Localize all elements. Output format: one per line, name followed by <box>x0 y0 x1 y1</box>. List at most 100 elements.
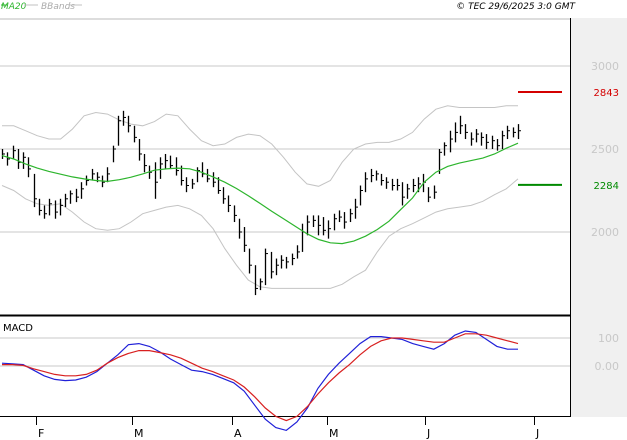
ohlc-bar <box>54 200 58 219</box>
ohlc-bar <box>496 139 500 151</box>
ohlc-bar <box>370 168 374 183</box>
ohlc-bar <box>175 157 179 176</box>
ohlc-bar <box>1 149 5 159</box>
ohlc-bar <box>91 168 95 181</box>
ohlc-bar <box>327 220 331 239</box>
ohlc-bar <box>80 182 84 199</box>
ohlc-bar <box>17 149 21 169</box>
ohlc-bar <box>43 205 47 219</box>
ohlc-bar <box>338 210 342 223</box>
ohlc-bar <box>375 170 379 181</box>
bbands-lower-line <box>1 178 519 289</box>
ohlc-bar <box>349 208 353 223</box>
ohlc-bar <box>312 215 316 228</box>
ohlc-bar <box>480 132 484 146</box>
ohlc-bar <box>306 215 310 236</box>
ohlc-bar <box>64 193 68 208</box>
macd-title: MACD <box>3 323 33 334</box>
ohlc-bar <box>443 142 447 156</box>
ohlc-bar <box>154 162 158 199</box>
ohlc-bar <box>201 162 205 178</box>
ohlc-bar <box>59 198 63 216</box>
ohlc-bar <box>259 278 263 291</box>
level-label: 2284 <box>594 181 619 192</box>
ohlc-bar <box>433 185 437 199</box>
ohlc-bar <box>243 227 247 252</box>
price-tick-label: 2500 <box>591 143 619 156</box>
ohlc-bar <box>454 122 458 143</box>
macd-tick-label: 100 <box>598 332 619 345</box>
level-label: 2843 <box>594 88 619 99</box>
month-label: A <box>234 427 242 440</box>
ohlc-bar <box>69 190 73 204</box>
price-tick-label: 2000 <box>591 226 619 239</box>
ohlc-bar <box>112 145 116 163</box>
ma20-line <box>1 142 519 245</box>
ohlc-bar <box>180 165 184 186</box>
ohlc-bar <box>385 177 389 189</box>
ohlc-bar <box>33 173 37 208</box>
ohlc-bar <box>106 167 110 183</box>
ohlc-bar <box>280 255 284 269</box>
ohlc-bar <box>401 182 405 206</box>
ohlc-bar <box>343 212 347 229</box>
ohlc-bar <box>75 188 79 203</box>
ohlc-bar <box>127 115 131 133</box>
ohlc-bar <box>248 248 252 274</box>
ohlc-bar <box>169 155 173 169</box>
legend: MA20 BBands <box>1 2 82 12</box>
ohlc-bar <box>333 213 337 231</box>
ohlc-bar <box>501 130 505 149</box>
ohlc-bar <box>254 265 258 296</box>
ohlc-bar <box>270 251 274 279</box>
ohlc-bar <box>238 218 242 239</box>
legend-bbands-label: BBands <box>41 2 75 12</box>
ohlc-bar <box>464 124 468 140</box>
ohlc-bar <box>48 198 52 216</box>
ohlc-bar <box>317 215 321 236</box>
ohlc-bar <box>449 130 453 153</box>
legend-ma20-label: MA20 <box>1 2 27 12</box>
axis-strip <box>571 18 627 417</box>
month-label: J <box>426 427 430 440</box>
ohlc-bar <box>38 198 42 216</box>
ohlc-bar <box>233 205 237 223</box>
ohlc-bar <box>512 127 516 138</box>
price-tick-label: 3000 <box>591 60 619 73</box>
ohlc-bar <box>143 153 147 173</box>
ohlc-bar <box>27 157 31 178</box>
month-label: M <box>134 427 144 440</box>
month-label: M <box>329 427 339 440</box>
macd-tick-label: 0.00 <box>595 360 620 373</box>
ohlc-bar <box>122 110 126 126</box>
ohlc-bar <box>506 125 510 140</box>
ohlc-bar <box>264 248 268 286</box>
ohlc-bar <box>427 187 431 203</box>
ohlc-bar <box>133 125 137 143</box>
ohlc-bar <box>322 217 326 236</box>
ohlc-bar <box>296 245 300 259</box>
ohlc-bar <box>206 168 210 183</box>
ohlc-bar <box>459 115 463 135</box>
ohlc-bar <box>227 195 231 213</box>
ohlc-bar <box>406 183 410 199</box>
ohlc-bar <box>475 129 479 143</box>
ohlc-bar <box>491 135 495 149</box>
ohlc-bar <box>6 152 10 166</box>
copyright-text: © TEC 29/6/2025 3:0 GMT <box>456 2 576 12</box>
ohlc-bar <box>380 173 384 186</box>
ohlc-bar <box>222 187 226 204</box>
ohlc-bar <box>159 157 163 179</box>
ohlc-bar <box>185 177 189 193</box>
ohlc-bar <box>485 134 489 149</box>
ohlc-bar <box>412 178 416 193</box>
ohlc-bar <box>364 172 368 193</box>
ohlc-bar <box>354 198 358 219</box>
ohlc-bar <box>12 145 16 159</box>
ohlc-bar <box>212 172 216 188</box>
ohlc-bar <box>138 139 142 161</box>
ohlc-bar <box>470 132 474 146</box>
ohlc-bar <box>275 258 279 276</box>
